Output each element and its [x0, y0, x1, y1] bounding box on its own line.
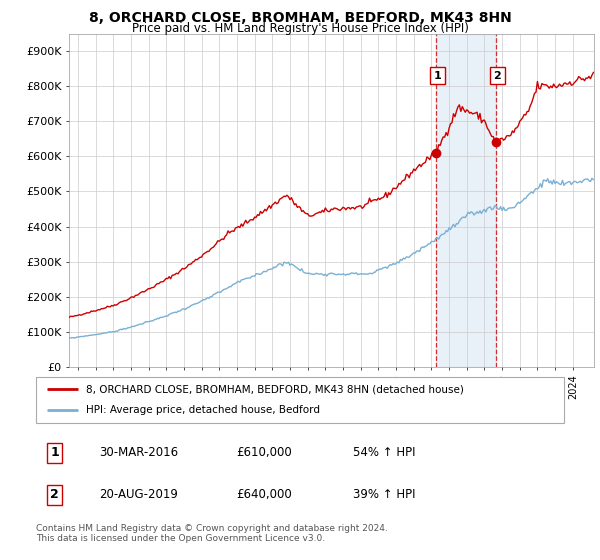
Text: 2: 2 [50, 488, 59, 501]
Text: 54% ↑ HPI: 54% ↑ HPI [353, 446, 415, 459]
Text: 8, ORCHARD CLOSE, BROMHAM, BEDFORD, MK43 8HN (detached house): 8, ORCHARD CLOSE, BROMHAM, BEDFORD, MK43… [86, 384, 464, 394]
Text: 2: 2 [493, 71, 501, 81]
Text: HPI: Average price, detached house, Bedford: HPI: Average price, detached house, Bedf… [86, 405, 320, 416]
Text: 39% ↑ HPI: 39% ↑ HPI [353, 488, 415, 501]
Text: 20-AUG-2019: 20-AUG-2019 [100, 488, 178, 501]
Text: 1: 1 [434, 71, 441, 81]
Bar [436, 34, 496, 367]
Text: Contains HM Land Registry data © Crown copyright and database right 2024.
This d: Contains HM Land Registry data © Crown c… [36, 524, 388, 543]
Text: £640,000: £640,000 [236, 488, 292, 501]
Text: 8, ORCHARD CLOSE, BROMHAM, BEDFORD, MK43 8HN: 8, ORCHARD CLOSE, BROMHAM, BEDFORD, MK43… [89, 11, 511, 25]
Text: £610,000: £610,000 [236, 446, 292, 459]
Text: Price paid vs. HM Land Registry's House Price Index (HPI): Price paid vs. HM Land Registry's House … [131, 22, 469, 35]
Text: 1: 1 [50, 446, 59, 459]
Text: 30-MAR-2016: 30-MAR-2016 [100, 446, 178, 459]
